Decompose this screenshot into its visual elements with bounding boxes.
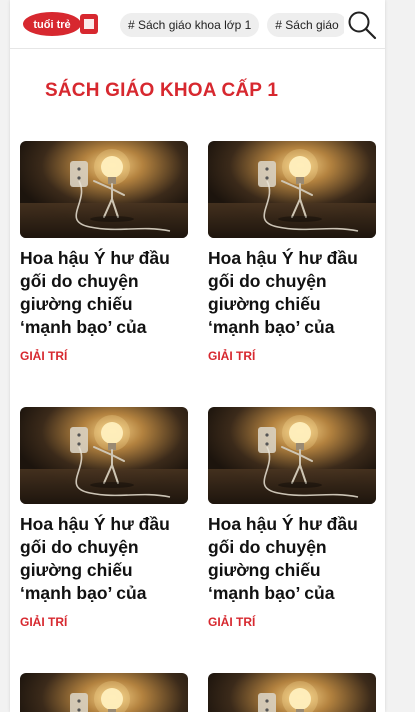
logo-text: tuổi trẻ bbox=[33, 19, 70, 31]
article-thumbnail[interactable] bbox=[208, 141, 376, 238]
article-thumbnail[interactable] bbox=[208, 407, 376, 504]
article-card[interactable] bbox=[208, 673, 376, 712]
tuoi-tre-logo[interactable]: tuổi trẻ bbox=[22, 11, 100, 37]
article-category[interactable]: GIẢI TRÍ bbox=[208, 615, 256, 629]
tag-strip: # Sách giáo khoa lớp 1 # Sách giáo bbox=[120, 13, 344, 37]
section-title: SÁCH GIÁO KHOA CẤP 1 bbox=[45, 80, 279, 101]
article-card[interactable]: Hoa hậu Ý hư đầu gối do chuyện giường ch… bbox=[20, 407, 188, 629]
article-card[interactable]: Hoa hậu Ý hư đầu gối do chuyện giường ch… bbox=[208, 407, 376, 629]
article-title[interactable]: Hoa hậu Ý hư đầu gối do chuyện giường ch… bbox=[208, 514, 358, 603]
search-icon[interactable] bbox=[347, 10, 377, 40]
article-thumbnail[interactable] bbox=[20, 673, 188, 712]
tag-sach-giao-khoa-lop-1[interactable]: # Sách giáo khoa lớp 1 bbox=[120, 13, 260, 37]
article-thumbnail[interactable] bbox=[20, 141, 188, 238]
article-thumbnail[interactable] bbox=[208, 673, 376, 712]
article-card[interactable] bbox=[20, 673, 188, 712]
article-thumbnail[interactable] bbox=[20, 407, 188, 504]
article-title[interactable]: Hoa hậu Ý hư đầu gối do chuyện giường ch… bbox=[208, 248, 358, 337]
tag-sach-giao[interactable]: # Sách giáo bbox=[267, 13, 344, 37]
article-category[interactable]: GIẢI TRÍ bbox=[208, 349, 256, 363]
article-title[interactable]: Hoa hậu Ý hư đầu gối do chuyện giường ch… bbox=[20, 248, 170, 337]
article-card[interactable]: Hoa hậu Ý hư đầu gối do chuyện giường ch… bbox=[20, 141, 188, 363]
article-category[interactable]: GIẢI TRÍ bbox=[20, 615, 68, 629]
article-title[interactable]: Hoa hậu Ý hư đầu gối do chuyện giường ch… bbox=[20, 514, 170, 603]
article-card[interactable]: Hoa hậu Ý hư đầu gối do chuyện giường ch… bbox=[208, 141, 376, 363]
article-category[interactable]: GIẢI TRÍ bbox=[20, 349, 68, 363]
site-header: tuổi trẻ # Sách giáo khoa lớp 1 # Sách gi… bbox=[10, 0, 385, 49]
page-container: tuổi trẻ # Sách giáo khoa lớp 1 # Sách gi… bbox=[10, 0, 385, 712]
